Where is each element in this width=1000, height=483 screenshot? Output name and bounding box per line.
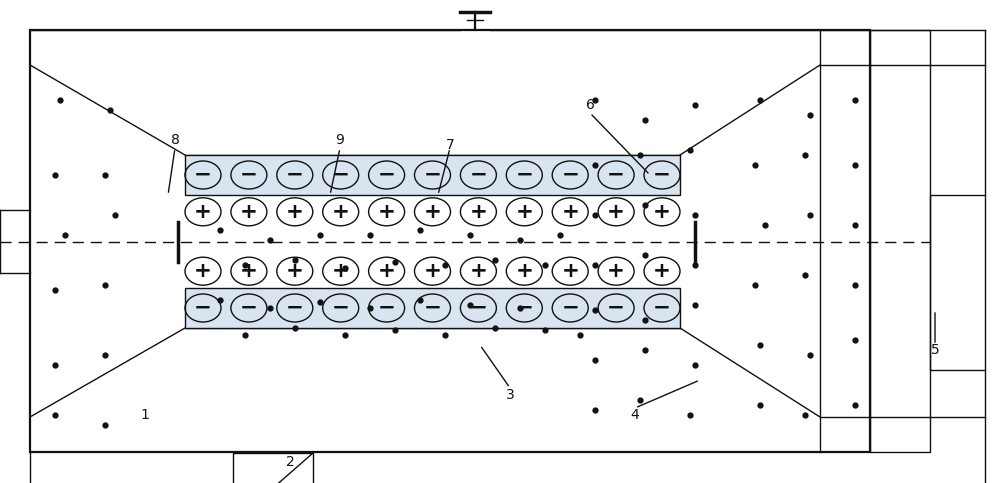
- Text: 6: 6: [586, 98, 594, 112]
- Text: +: +: [561, 261, 579, 281]
- Text: +: +: [194, 261, 212, 281]
- Text: +: +: [469, 202, 487, 222]
- Text: 5: 5: [931, 343, 939, 357]
- Text: −: −: [607, 165, 625, 185]
- Text: +: +: [424, 261, 441, 281]
- Text: −: −: [332, 298, 350, 318]
- Text: 7: 7: [446, 138, 454, 152]
- Text: +: +: [653, 261, 671, 281]
- Text: −: −: [194, 298, 212, 318]
- Text: −: −: [286, 298, 304, 318]
- Text: −: −: [424, 165, 441, 185]
- Text: −: −: [286, 165, 304, 185]
- Text: −: −: [561, 165, 579, 185]
- Text: −: −: [653, 298, 671, 318]
- Text: −: −: [332, 165, 350, 185]
- Text: −: −: [653, 165, 671, 185]
- Text: −: −: [194, 165, 212, 185]
- Text: +: +: [240, 202, 258, 222]
- Text: +: +: [515, 261, 533, 281]
- Text: +: +: [561, 202, 579, 222]
- Text: −: −: [240, 298, 258, 318]
- Text: 3: 3: [506, 388, 514, 402]
- Text: −: −: [240, 165, 258, 185]
- Bar: [930, 195, 985, 370]
- Text: +: +: [424, 202, 441, 222]
- Text: −: −: [607, 298, 625, 318]
- Text: +: +: [378, 202, 396, 222]
- Text: −: −: [424, 298, 441, 318]
- Text: +: +: [332, 202, 350, 222]
- Bar: [185, 155, 680, 195]
- Text: +: +: [332, 261, 350, 281]
- Text: 9: 9: [336, 133, 344, 147]
- Bar: [233, 453, 313, 483]
- Text: +: +: [469, 261, 487, 281]
- Text: −: −: [515, 165, 533, 185]
- Bar: [30, 30, 870, 452]
- Bar: [870, 30, 930, 452]
- Text: +: +: [607, 202, 625, 222]
- Text: 4: 4: [631, 408, 639, 422]
- Text: 2: 2: [286, 455, 294, 469]
- Text: +: +: [240, 261, 258, 281]
- Text: +: +: [515, 202, 533, 222]
- Text: +: +: [653, 202, 671, 222]
- Text: +: +: [194, 202, 212, 222]
- Text: −: −: [515, 298, 533, 318]
- Text: +: +: [378, 261, 396, 281]
- Text: +: +: [607, 261, 625, 281]
- Text: −: −: [469, 298, 487, 318]
- Text: +: +: [286, 202, 304, 222]
- Text: −: −: [378, 298, 396, 318]
- Text: +: +: [286, 261, 304, 281]
- Text: −: −: [378, 165, 396, 185]
- Text: −: −: [561, 298, 579, 318]
- Text: 1: 1: [141, 408, 149, 422]
- Bar: [185, 288, 680, 328]
- Text: 8: 8: [171, 133, 179, 147]
- Text: −: −: [469, 165, 487, 185]
